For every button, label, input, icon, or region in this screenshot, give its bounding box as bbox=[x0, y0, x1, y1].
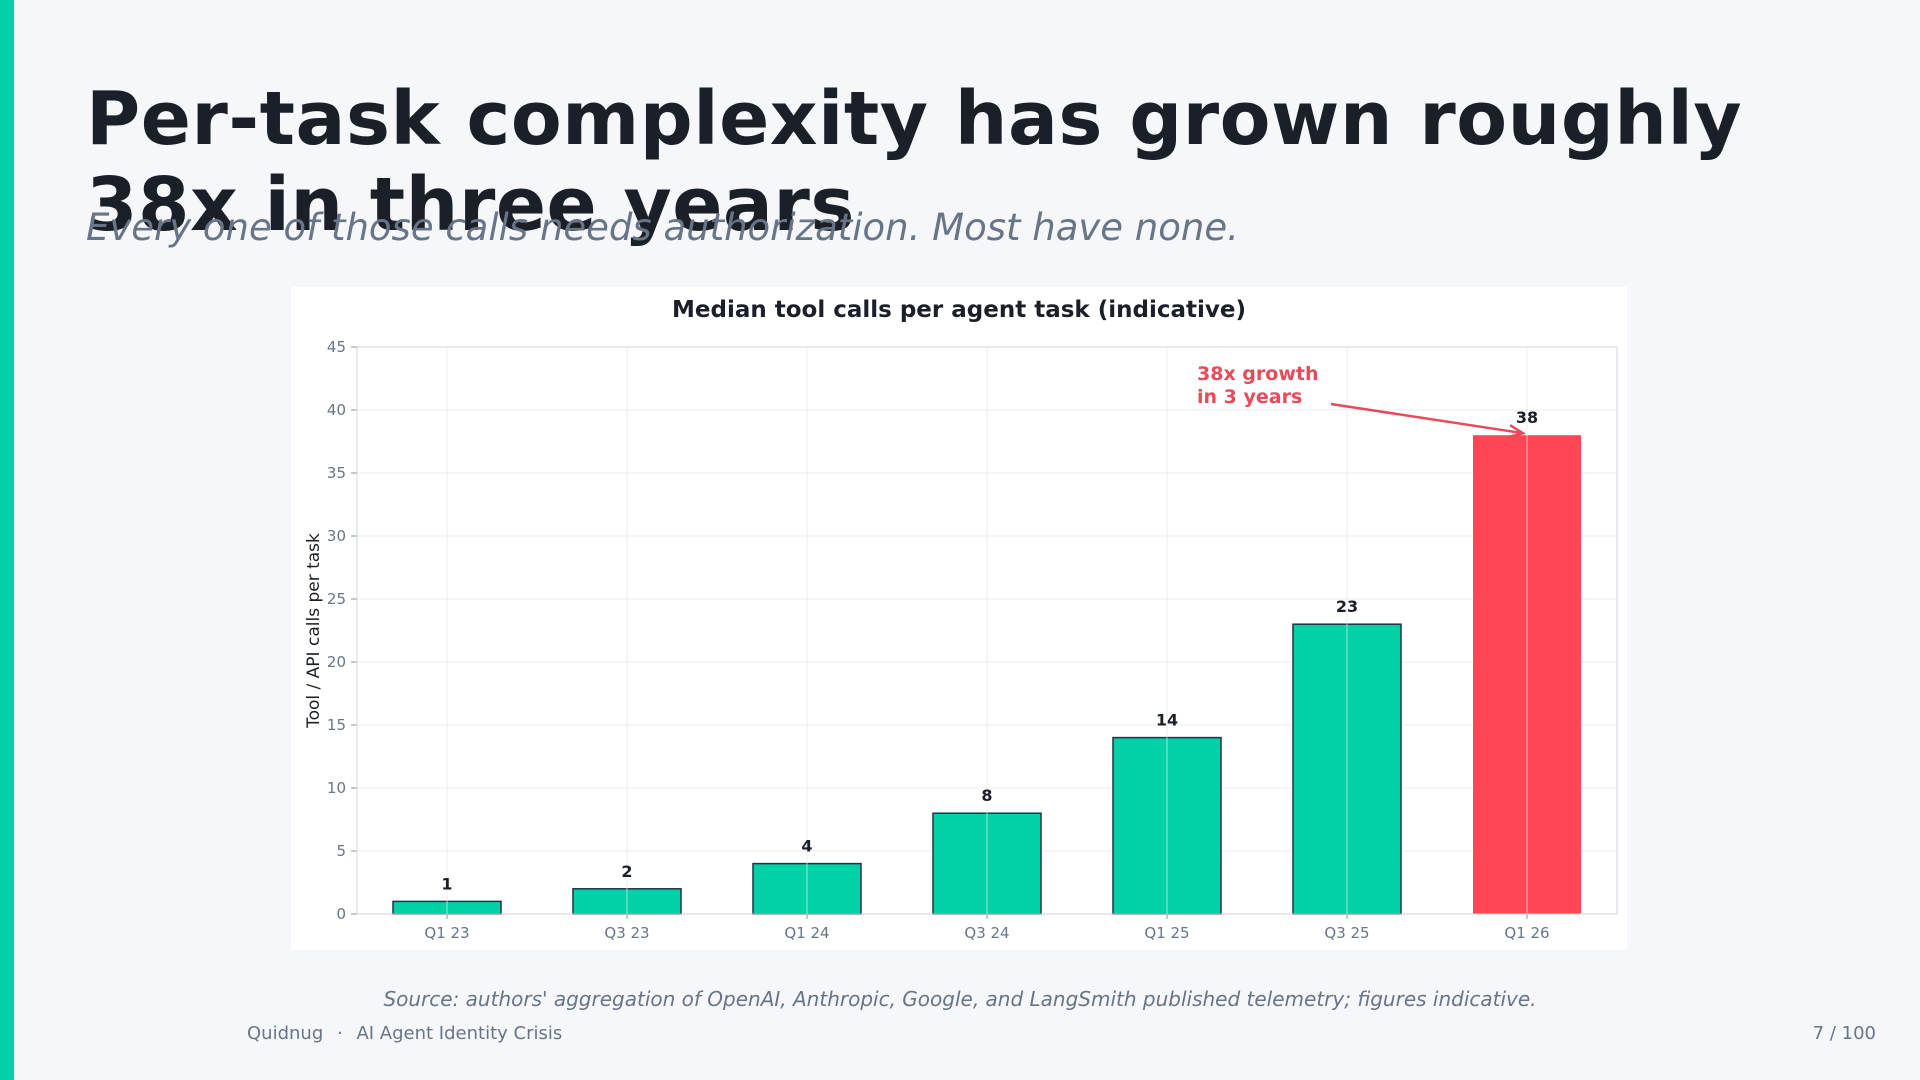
y-tick-label: 35 bbox=[327, 464, 346, 482]
y-tick-label: 5 bbox=[336, 842, 346, 860]
footer-deck-info: Quidnug · AI Agent Identity Crisis bbox=[247, 1023, 562, 1044]
y-axis-label: Tool / API calls per task bbox=[304, 533, 324, 729]
data-label: 14 bbox=[1156, 711, 1178, 730]
data-label: 1 bbox=[441, 874, 452, 893]
annotation-text: 38x growth bbox=[1197, 363, 1319, 385]
annotation-arrow bbox=[1330, 402, 1524, 435]
data-label: 2 bbox=[621, 862, 632, 881]
y-tick-label: 10 bbox=[327, 779, 346, 797]
annotation-arrowhead bbox=[1507, 424, 1527, 439]
slide-subtitle: Every one of those calls needs authoriza… bbox=[86, 206, 1239, 249]
x-tick-label: Q1 23 bbox=[424, 924, 469, 942]
x-tick-label: Q3 23 bbox=[604, 924, 649, 942]
y-tick-label: 25 bbox=[327, 590, 346, 608]
data-label: 8 bbox=[981, 786, 992, 805]
plot-frame bbox=[356, 346, 1618, 915]
footer-separator: · bbox=[336, 1023, 343, 1044]
x-tick-label: Q1 25 bbox=[1144, 924, 1189, 942]
x-tick-label: Q1 26 bbox=[1504, 924, 1549, 942]
footer-deck-title: AI Agent Identity Crisis bbox=[356, 1023, 563, 1044]
x-tick-label: Q1 24 bbox=[784, 924, 829, 942]
y-tick-label: 0 bbox=[336, 905, 346, 923]
x-tick-label: Q3 25 bbox=[1324, 924, 1369, 942]
y-tick-label: 30 bbox=[327, 527, 346, 545]
y-tick-label: 40 bbox=[327, 401, 346, 419]
source-note: Source: authors' aggregation of OpenAI, … bbox=[383, 987, 1537, 1011]
y-tick-label: 45 bbox=[327, 338, 346, 356]
slide-title: Per-task complexity has grown roughly 38… bbox=[86, 76, 1743, 248]
y-tick-label: 20 bbox=[327, 653, 346, 671]
page-number: 7 / 100 bbox=[1812, 1023, 1876, 1044]
chart-title: Median tool calls per agent task (indica… bbox=[672, 297, 1246, 323]
bar-chart: Median tool calls per agent task (indica… bbox=[304, 297, 1618, 942]
annotation-text: in 3 years bbox=[1197, 386, 1302, 408]
chart-panel: Median tool calls per agent task (indica… bbox=[291, 287, 1627, 950]
x-tick-label: Q3 24 bbox=[964, 924, 1009, 942]
data-label: 4 bbox=[801, 837, 812, 856]
accent-bar bbox=[0, 0, 14, 1080]
footer-brand: Quidnug bbox=[247, 1023, 324, 1044]
data-label: 23 bbox=[1336, 597, 1358, 616]
y-tick-label: 15 bbox=[327, 716, 346, 734]
data-label: 38 bbox=[1516, 408, 1538, 427]
